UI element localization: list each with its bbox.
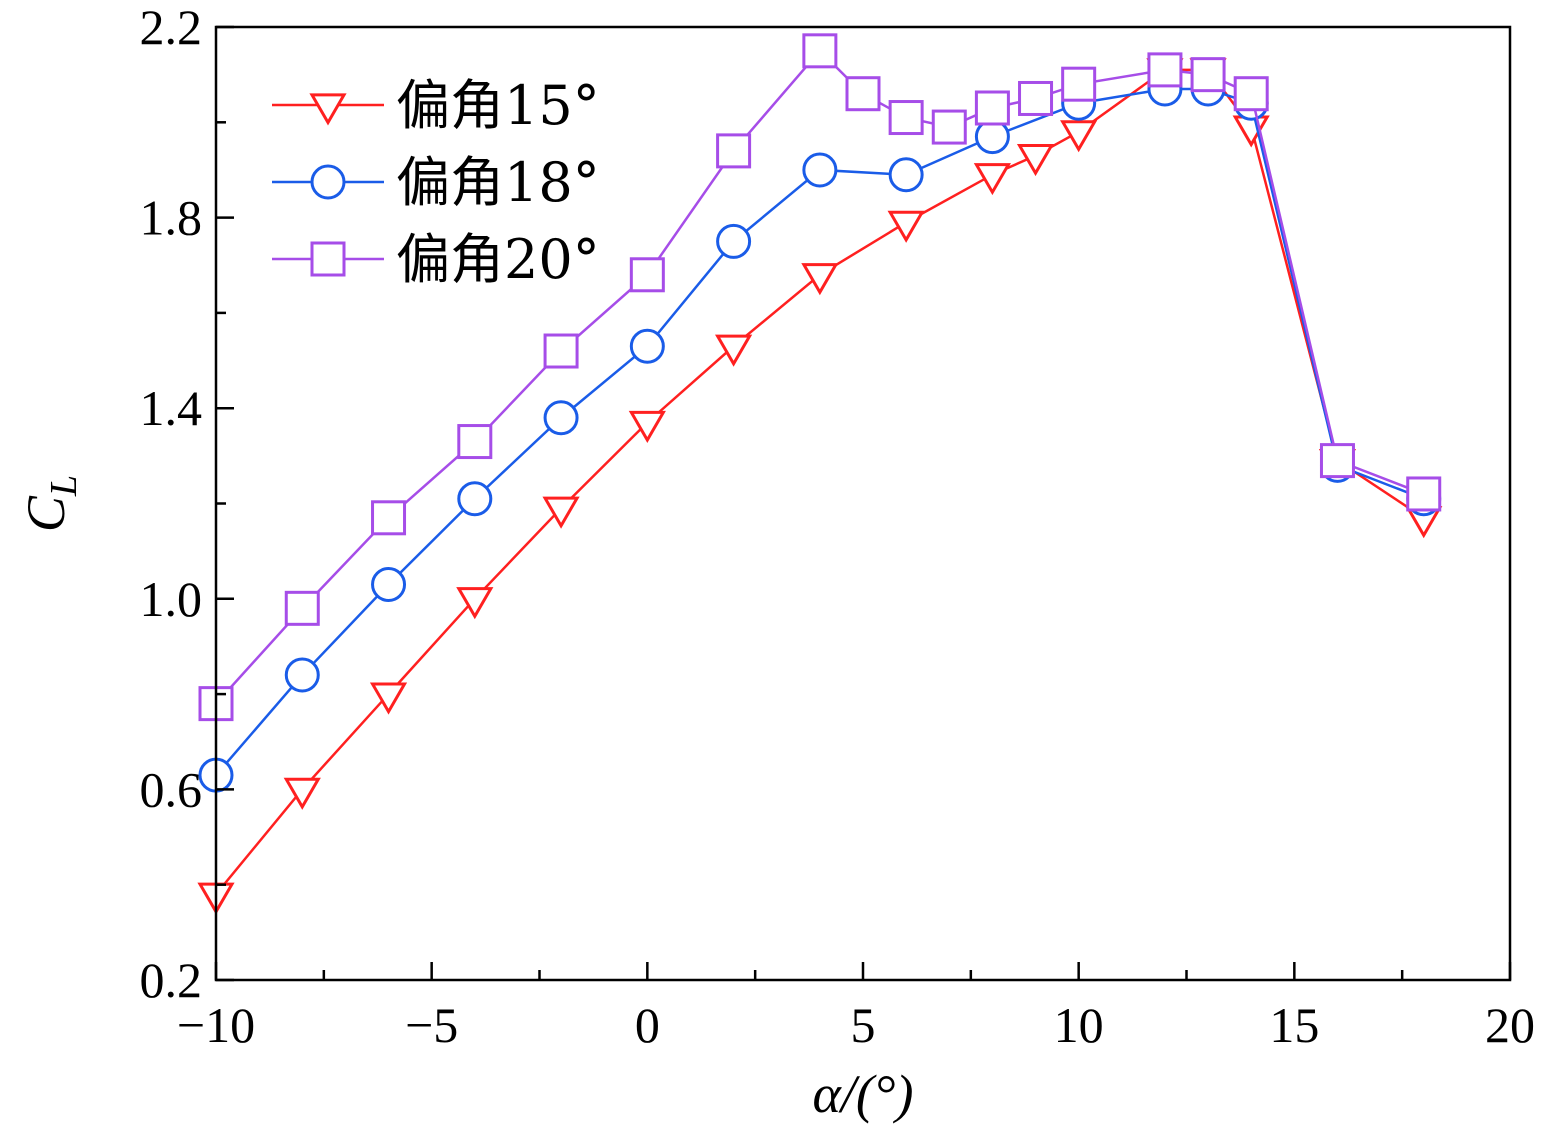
y-tick-label: 0.2	[140, 952, 203, 1008]
data-point	[974, 90, 1010, 126]
data-point	[973, 163, 1012, 196]
data-point	[845, 76, 881, 112]
data-point	[1147, 52, 1183, 88]
data-point	[1061, 66, 1097, 102]
data-point	[629, 328, 665, 364]
data-point	[1016, 144, 1055, 177]
legend-item: 偏角20°	[272, 228, 600, 291]
series-layer	[197, 33, 1443, 915]
data-point	[802, 152, 838, 188]
data-point	[1018, 80, 1054, 116]
legend-item: 偏角18°	[272, 151, 600, 214]
y-tick-label: 1.4	[140, 380, 203, 436]
data-point	[1233, 76, 1269, 112]
data-point	[888, 157, 924, 193]
data-point	[542, 496, 580, 529]
data-point	[284, 590, 320, 626]
legend-item: 偏角15°	[272, 74, 600, 137]
data-point	[888, 100, 924, 136]
y-tick-label: 0.6	[140, 761, 203, 817]
data-point	[629, 257, 665, 293]
data-point	[628, 410, 666, 443]
legend-label: 偏角18°	[396, 151, 600, 214]
x-tick-label: 20	[1485, 997, 1535, 1053]
legend-marker	[310, 164, 346, 200]
legend: 偏角15° 偏角18° 偏角20°	[272, 74, 600, 291]
data-point	[284, 657, 320, 693]
data-point	[457, 424, 493, 460]
y-tick-label: 1.8	[140, 190, 203, 246]
series-1	[197, 58, 1443, 915]
series-line	[215, 87, 1425, 776]
y-axis-label-main: C	[16, 495, 76, 532]
data-point	[457, 481, 493, 517]
x-tick-label: −5	[405, 997, 458, 1053]
data-point	[714, 334, 753, 367]
data-point	[543, 400, 579, 436]
data-point	[1060, 120, 1098, 153]
y-tick-labels: 0.2 0.6 1.0 1.4 1.8 2.2	[140, 0, 203, 1008]
x-tick-labels: −10 −5 0 5 10 15 20	[177, 997, 1535, 1053]
data-point	[543, 333, 579, 369]
x-axis-label: α/(°)	[813, 1064, 914, 1124]
data-point	[1319, 443, 1355, 479]
data-point	[931, 109, 967, 145]
series-line	[215, 48, 1425, 705]
data-point	[801, 263, 839, 296]
data-point	[716, 223, 752, 259]
data-point	[887, 210, 925, 243]
data-point	[369, 682, 408, 715]
legend-marker	[310, 241, 346, 277]
x-tick-label: 5	[851, 997, 876, 1053]
axis-ticks	[214, 25, 1512, 982]
x-tick-label: −10	[177, 997, 255, 1053]
y-axis-label: CL	[16, 475, 85, 532]
legend-label: 偏角20°	[396, 228, 600, 291]
y-tick-label: 1.0	[140, 571, 203, 627]
data-point	[716, 133, 752, 169]
data-point	[371, 567, 407, 603]
data-point	[1190, 57, 1226, 93]
data-point	[283, 777, 321, 810]
x-tick-label: 0	[635, 997, 660, 1053]
data-point	[371, 500, 407, 536]
legend-label: 偏角15°	[396, 74, 600, 137]
y-tick-label: 2.2	[140, 0, 203, 55]
x-tick-label: 10	[1054, 997, 1104, 1053]
data-point	[1406, 476, 1442, 512]
y-axis-label-subscript: L	[43, 475, 85, 497]
data-point	[802, 33, 838, 69]
x-tick-label: 15	[1269, 997, 1319, 1053]
legend-marker	[309, 93, 347, 126]
data-point	[456, 587, 494, 620]
